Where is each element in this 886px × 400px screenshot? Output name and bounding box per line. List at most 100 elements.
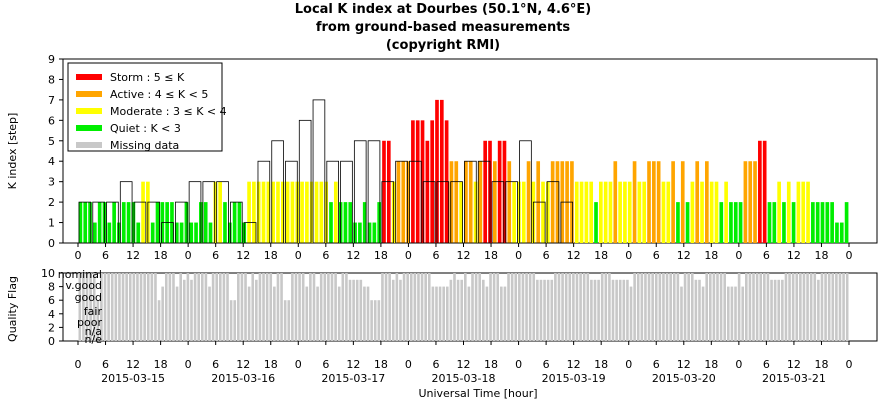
quality-bar — [139, 273, 143, 341]
k-fine-bar — [107, 222, 112, 243]
legend-label-moderate: Moderate : 3 ≤ K < 4 — [110, 105, 227, 118]
k-fine-bar — [502, 140, 507, 243]
q-category-label: fair — [84, 305, 103, 318]
k-xtick-label: 18 — [814, 249, 828, 262]
quality-bar — [384, 273, 388, 341]
k-fine-bar — [266, 181, 271, 243]
quality-bar — [143, 273, 146, 341]
k-fine-bar — [401, 161, 406, 243]
q-xtick-label: 18 — [154, 358, 168, 371]
quality-bar — [114, 273, 118, 341]
quality-bar — [456, 279, 460, 341]
quality-bar — [280, 273, 283, 341]
quality-bar — [600, 273, 604, 341]
k-3h-bar — [271, 140, 284, 244]
k-xtick-label: 0 — [515, 249, 522, 262]
quality-bar — [391, 279, 395, 341]
quality-bar — [809, 273, 813, 341]
k-fine-bar — [791, 202, 796, 243]
k-fine-bar — [599, 181, 603, 243]
quality-bar — [269, 273, 273, 341]
q-xtick-label: 12 — [787, 358, 801, 371]
q-xtick-label: 12 — [126, 358, 140, 371]
k-fine-bar — [830, 202, 834, 243]
quality-bar — [806, 273, 809, 341]
k-3h-bar — [477, 160, 491, 244]
quality-bar — [712, 273, 716, 341]
quality-bar — [644, 273, 647, 341]
k-xtick-label: 12 — [346, 249, 360, 262]
quality-bar — [402, 273, 406, 341]
k-3h-bar — [188, 181, 202, 244]
quality-bar — [518, 273, 521, 341]
quality-bar — [719, 273, 723, 341]
quality-bar — [345, 273, 348, 341]
quality-bar — [435, 286, 438, 341]
k-fine-bar — [309, 181, 314, 243]
quality-bar — [107, 273, 110, 341]
q-xtick-label: 0 — [625, 358, 632, 371]
k-fine-bar — [782, 202, 786, 243]
k-fine-bar — [517, 181, 521, 243]
k-fine-bar — [690, 181, 695, 243]
quality-bar — [190, 279, 193, 341]
chart-title-line3: (copyright RMI) — [385, 38, 501, 53]
k-fine-bar — [314, 181, 319, 243]
k-3h-bar — [381, 181, 395, 244]
k-3h-bar — [367, 140, 381, 244]
quality-bar — [291, 273, 294, 341]
k-fine-bar — [194, 222, 198, 243]
k-fine-bar — [353, 222, 357, 243]
k-fine-bar — [468, 161, 473, 243]
quality-bar — [215, 273, 219, 341]
quality-bar — [301, 273, 305, 341]
k-fine-bar — [724, 181, 728, 243]
k-fine-bar — [411, 120, 415, 243]
k-3h-bar — [285, 160, 298, 244]
quality-bar — [381, 273, 384, 341]
k-xtick-label: 18 — [594, 249, 608, 262]
quality-bar — [629, 286, 633, 341]
quality-bar — [438, 286, 442, 341]
quality-bar — [265, 273, 269, 341]
quality-bar — [737, 273, 741, 341]
k-fine-bar — [348, 202, 353, 243]
quality-bar — [777, 279, 781, 341]
k-fine-bar — [671, 161, 675, 243]
k-xtick-label: 6 — [432, 249, 439, 262]
quality-bar — [817, 279, 820, 341]
quality-bar — [103, 273, 107, 341]
quality-bar — [92, 273, 96, 341]
k-xtick-label: 18 — [704, 249, 718, 262]
quality-bar — [694, 279, 698, 341]
quality-bar — [366, 286, 370, 341]
quality-bar — [219, 273, 222, 341]
k-fine-bar — [574, 181, 579, 243]
q-xtick-label: 6 — [212, 358, 219, 371]
k-xtick-label: 0 — [185, 249, 192, 262]
quality-bar — [467, 286, 471, 341]
k-fine-bar — [329, 202, 333, 243]
k-xtick-label: 0 — [735, 249, 742, 262]
quality-bar — [186, 273, 190, 341]
k-fine-bar — [550, 161, 555, 243]
quality-bar — [784, 273, 788, 341]
quality-bar — [161, 286, 164, 341]
q-xtick-label: 0 — [735, 358, 742, 371]
quality-bar — [359, 279, 363, 341]
k-fine-bar — [415, 120, 420, 243]
k-fine-bar — [179, 222, 184, 243]
k-ytick-label: 1 — [48, 217, 55, 230]
quality-bar — [730, 286, 734, 341]
quality-bar — [406, 273, 409, 341]
k-fine-bar — [372, 222, 377, 243]
q-xtick-label: 0 — [515, 358, 522, 371]
k-fine-bar — [252, 181, 256, 243]
quality-bar — [424, 273, 427, 341]
quality-bar — [334, 273, 337, 341]
k-xtick-label: 6 — [322, 249, 329, 262]
k-fine-bar — [223, 202, 227, 243]
k-fine-bar — [83, 202, 88, 243]
quality-bar — [680, 286, 683, 341]
